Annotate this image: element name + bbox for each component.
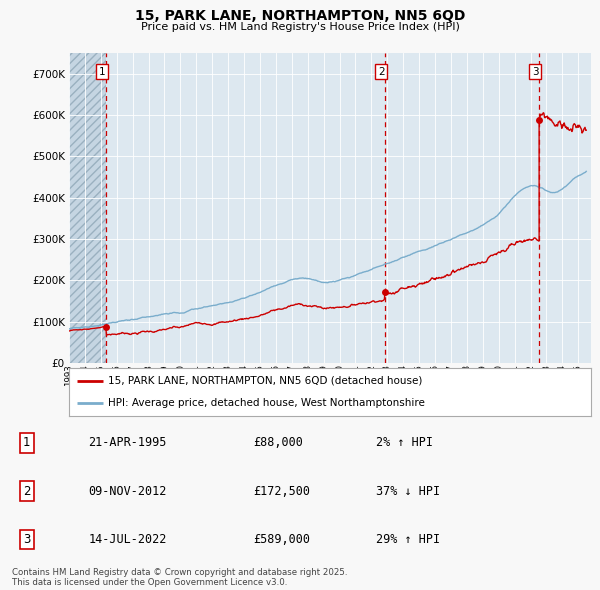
Text: Contains HM Land Registry data © Crown copyright and database right 2025.
This d: Contains HM Land Registry data © Crown c… — [12, 568, 347, 587]
Text: 14-JUL-2022: 14-JUL-2022 — [88, 533, 167, 546]
Text: 2% ↑ HPI: 2% ↑ HPI — [376, 437, 433, 450]
Text: 3: 3 — [23, 533, 30, 546]
Text: £172,500: £172,500 — [253, 484, 310, 498]
Text: 1: 1 — [98, 67, 105, 77]
Text: HPI: Average price, detached house, West Northamptonshire: HPI: Average price, detached house, West… — [108, 398, 425, 408]
Bar — [69, 53, 106, 363]
Text: 1: 1 — [23, 437, 31, 450]
Bar — [69, 53, 106, 363]
Text: Price paid vs. HM Land Registry's House Price Index (HPI): Price paid vs. HM Land Registry's House … — [140, 22, 460, 32]
Text: 2: 2 — [378, 67, 385, 77]
Text: 3: 3 — [532, 67, 539, 77]
Text: 09-NOV-2012: 09-NOV-2012 — [88, 484, 167, 498]
Text: 37% ↓ HPI: 37% ↓ HPI — [376, 484, 440, 498]
Text: 29% ↑ HPI: 29% ↑ HPI — [376, 533, 440, 546]
Text: £589,000: £589,000 — [253, 533, 310, 546]
Text: £88,000: £88,000 — [253, 437, 303, 450]
Text: 2: 2 — [23, 484, 31, 498]
Text: 15, PARK LANE, NORTHAMPTON, NN5 6QD (detached house): 15, PARK LANE, NORTHAMPTON, NN5 6QD (det… — [108, 376, 422, 386]
Text: 21-APR-1995: 21-APR-1995 — [88, 437, 167, 450]
Text: 15, PARK LANE, NORTHAMPTON, NN5 6QD: 15, PARK LANE, NORTHAMPTON, NN5 6QD — [135, 9, 465, 23]
